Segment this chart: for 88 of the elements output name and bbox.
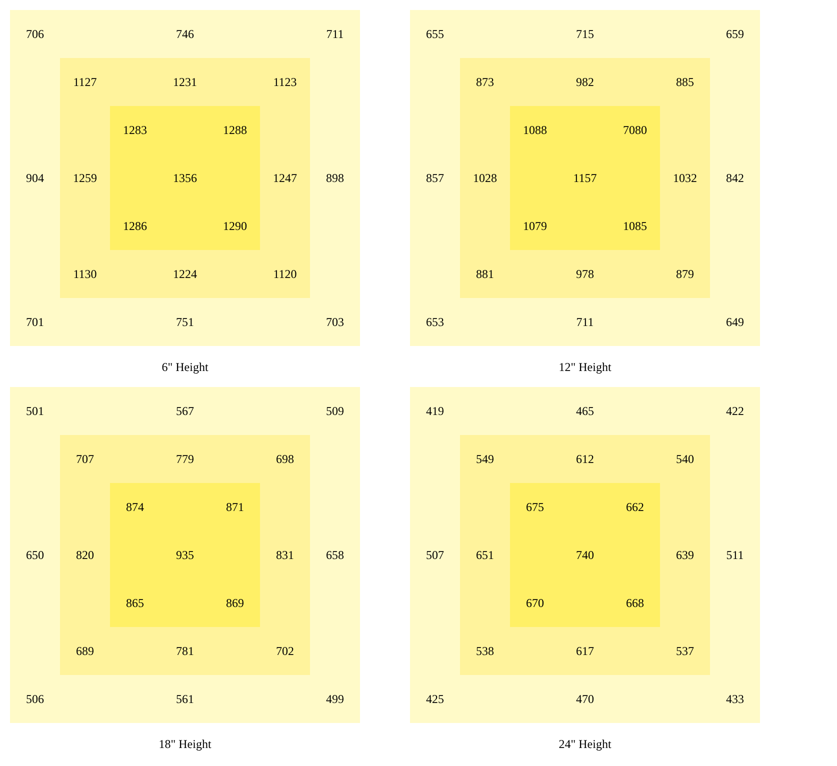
- data-label: 698: [276, 452, 294, 466]
- data-label: 706: [26, 27, 44, 41]
- data-label: 1088: [523, 123, 547, 137]
- data-label: 675: [526, 500, 544, 514]
- data-label: 703: [326, 315, 344, 329]
- data-label: 879: [676, 267, 694, 281]
- data-label: 465: [576, 404, 594, 418]
- data-label: 549: [476, 452, 494, 466]
- data-label: 1231: [173, 75, 197, 89]
- data-label: 904: [26, 171, 44, 185]
- data-label: 651: [476, 548, 494, 562]
- data-label: 751: [176, 315, 194, 329]
- data-label: 470: [576, 692, 594, 706]
- data-label: 740: [576, 548, 594, 562]
- data-label: 1157: [573, 171, 597, 185]
- data-label: 1085: [623, 219, 647, 233]
- data-label: 715: [576, 27, 594, 41]
- data-label: 935: [176, 548, 194, 562]
- data-label: 885: [676, 75, 694, 89]
- data-label: 820: [76, 548, 94, 562]
- data-label: 874: [126, 500, 144, 514]
- data-label: 702: [276, 644, 294, 658]
- data-label: 873: [476, 75, 494, 89]
- text: 18" Height: [158, 737, 212, 751]
- data-label: 537: [676, 644, 694, 658]
- data-label: 857: [426, 171, 444, 185]
- data-label: 842: [726, 171, 744, 185]
- data-label: 1130: [73, 267, 97, 281]
- data-label: 1079: [523, 219, 547, 233]
- data-label: 869: [226, 596, 244, 610]
- data-label: 567: [176, 404, 194, 418]
- data-label: 1123: [273, 75, 297, 89]
- data-label: 1032: [673, 171, 697, 185]
- data-label: 655: [426, 27, 444, 41]
- data-label: 881: [476, 267, 494, 281]
- data-label: 670: [526, 596, 544, 610]
- data-label: 871: [226, 500, 244, 514]
- data-label: 499: [326, 692, 344, 706]
- data-label: 7080: [623, 123, 647, 137]
- data-label: 612: [576, 452, 594, 466]
- data-label: 781: [176, 644, 194, 658]
- data-label: 649: [726, 315, 744, 329]
- data-label: 1259: [73, 171, 97, 185]
- data-label: 1127: [73, 75, 97, 89]
- data-label: 507: [426, 548, 444, 562]
- data-label: 561: [176, 692, 194, 706]
- data-label: 1356: [173, 171, 197, 185]
- data-label: 422: [726, 404, 744, 418]
- data-label: 425: [426, 692, 444, 706]
- data-label: 1120: [273, 267, 297, 281]
- text: 12" Height: [558, 360, 612, 374]
- data-label: 707: [76, 452, 94, 466]
- data-label: 653: [426, 315, 444, 329]
- data-label: 711: [576, 315, 594, 329]
- data-label: 540: [676, 452, 694, 466]
- data-label: 538: [476, 644, 494, 658]
- data-label: 1224: [173, 267, 197, 281]
- data-label: 658: [326, 548, 344, 562]
- data-label: 711: [326, 27, 344, 41]
- data-label: 659: [726, 27, 744, 41]
- data-label: 865: [126, 596, 144, 610]
- text: 24" Height: [558, 737, 612, 751]
- data-label: 433: [726, 692, 744, 706]
- data-label: 1288: [223, 123, 247, 137]
- data-label: 982: [576, 75, 594, 89]
- data-label: 1286: [123, 219, 147, 233]
- data-label: 978: [576, 267, 594, 281]
- data-label: 509: [326, 404, 344, 418]
- data-label: 1290: [223, 219, 247, 233]
- data-label: 662: [626, 500, 644, 514]
- data-label: 898: [326, 171, 344, 185]
- data-label: 831: [276, 548, 294, 562]
- data-label: 511: [726, 548, 744, 562]
- data-label: 1028: [473, 171, 497, 185]
- data-label: 1247: [273, 171, 297, 185]
- data-label: 1283: [123, 123, 147, 137]
- data-label: 419: [426, 404, 444, 418]
- text: 6" Height: [162, 360, 209, 374]
- data-label: 501: [26, 404, 44, 418]
- data-label: 689: [76, 644, 94, 658]
- data-label: 639: [676, 548, 694, 562]
- data-label: 650: [26, 548, 44, 562]
- data-label: 506: [26, 692, 44, 706]
- data-label: 668: [626, 596, 644, 610]
- data-label: 746: [176, 27, 194, 41]
- data-label: 779: [176, 452, 194, 466]
- data-label: 617: [576, 644, 594, 658]
- data-label: 701: [26, 315, 44, 329]
